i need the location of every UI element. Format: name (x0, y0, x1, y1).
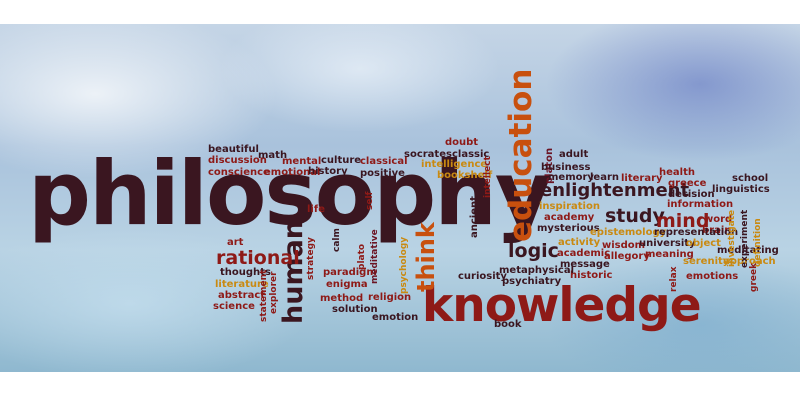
word-metaphysical: metaphysical (499, 265, 575, 276)
word-meditative: meditative (370, 229, 380, 284)
word-think: think (412, 222, 440, 292)
word-ancient: ancient (469, 196, 480, 238)
word-wisdom: wisdom (602, 240, 646, 251)
word-education: education (503, 68, 539, 242)
word-bookshelf: bookshelf (437, 170, 493, 181)
word-inspiration: inspiration (539, 201, 600, 212)
word-literature: literature (215, 279, 269, 290)
word-book: book (494, 319, 522, 330)
word-historic: historic (570, 270, 613, 281)
word-information: information (667, 199, 734, 210)
word-academy: academy (544, 212, 595, 223)
word-paradigm: paradigm (323, 267, 377, 278)
word-solution: solution (332, 304, 378, 315)
word-art: art (227, 237, 244, 248)
word-explorer: explorer (269, 271, 279, 314)
word-greece: greece (668, 178, 707, 189)
word-definition: definition (753, 218, 763, 267)
word-rational: rational (216, 247, 300, 269)
word-serenity: serenity (683, 256, 730, 267)
word-self: self (365, 191, 375, 210)
word-word: word (704, 214, 733, 225)
word-psychology: psychology (399, 236, 409, 294)
word-knowledge: knowledge (422, 278, 702, 333)
word-philosophy: philosophy (28, 142, 552, 245)
word-business: business (541, 162, 591, 173)
word-representation: representation (654, 227, 739, 238)
word-relax: relax (669, 266, 679, 292)
word-approach: approach (723, 256, 776, 267)
word-object: object (686, 238, 721, 249)
word-epistemology: epistemology (590, 227, 667, 238)
word-meaning: meaning (645, 249, 694, 260)
word-mind: mind (656, 210, 710, 232)
word-cloud: philosophy knowledge education human thi… (0, 24, 800, 372)
word-mental: mental (282, 156, 322, 167)
word-human: human (278, 219, 309, 324)
word-message: message (560, 259, 610, 270)
word-brain: brain (702, 225, 732, 236)
word-plato: plato (357, 243, 367, 270)
word-mysterious: mysterious (537, 223, 600, 234)
word-abstract: abstract (218, 290, 266, 301)
word-history: history (308, 166, 348, 177)
word-study: study (605, 205, 665, 227)
word-allegory: allegory (604, 251, 650, 262)
word-classical: classical (360, 156, 408, 167)
word-method: method (320, 293, 364, 304)
word-school: school (732, 173, 769, 184)
word-enlightenment: enlightenment (540, 180, 690, 201)
word-learn: learn (590, 172, 620, 183)
word-intelligence: intelligence (421, 159, 488, 170)
word-thoughts: thoughts (220, 267, 271, 278)
word-investigate: investigate (727, 209, 737, 267)
word-health: health (659, 167, 695, 178)
word-decision: decision (668, 189, 715, 200)
word-academic: academic (557, 248, 611, 259)
word-literary: literary (621, 173, 663, 184)
word-linguistics: linguistics (712, 184, 770, 195)
word-math: math (258, 150, 288, 161)
word-positive: positive (360, 168, 405, 179)
word-doubt: doubt (445, 137, 479, 148)
word-enigma: enigma (326, 279, 368, 290)
word-experiment: experiment (740, 209, 750, 268)
word-greek: greek (749, 262, 759, 292)
word-science: science (213, 301, 255, 312)
word-emotion: emotion (372, 312, 419, 323)
word-statement: statement (259, 269, 269, 322)
word-meditating: meditating (717, 245, 779, 256)
word-emotions: emotions (686, 271, 739, 282)
word-life: life (307, 204, 325, 215)
word-classic: classic (452, 149, 490, 160)
word-strategy: strategy (306, 237, 316, 280)
word-logic: logic (508, 240, 559, 262)
word-calm: calm (332, 228, 342, 252)
word-curiosity: curiosity (458, 271, 507, 282)
word-university: university (639, 238, 696, 249)
word-culture: culture (321, 155, 362, 166)
word-psychiatry: psychiatry (502, 276, 562, 287)
word-conscience: conscience (208, 167, 270, 178)
word-beautiful: beautiful (208, 144, 259, 155)
word-memory: memory (548, 172, 594, 183)
word-intellect: intellect (483, 156, 493, 198)
word-discussion: discussion (208, 155, 267, 166)
word-emotional: emotional (264, 167, 321, 178)
word-socrates: socrates (404, 149, 452, 160)
word-religion: religion (368, 292, 412, 303)
word-activity: activity (558, 237, 601, 248)
word-adult: adult (559, 149, 589, 160)
